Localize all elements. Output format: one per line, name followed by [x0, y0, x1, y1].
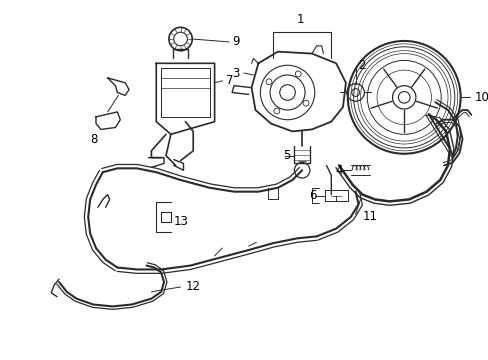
- Text: 10: 10: [473, 91, 488, 104]
- Text: 4: 4: [335, 164, 342, 177]
- Text: 9: 9: [232, 35, 239, 49]
- Text: 1: 1: [296, 13, 304, 26]
- Text: 8: 8: [90, 132, 98, 146]
- Text: 7: 7: [226, 74, 233, 87]
- Text: 3: 3: [232, 67, 240, 80]
- Text: 6: 6: [308, 189, 316, 202]
- Text: 5: 5: [283, 149, 290, 162]
- Text: 12: 12: [185, 280, 200, 293]
- Text: 13: 13: [173, 215, 188, 228]
- Text: 11: 11: [362, 211, 377, 224]
- Text: 2: 2: [358, 59, 366, 72]
